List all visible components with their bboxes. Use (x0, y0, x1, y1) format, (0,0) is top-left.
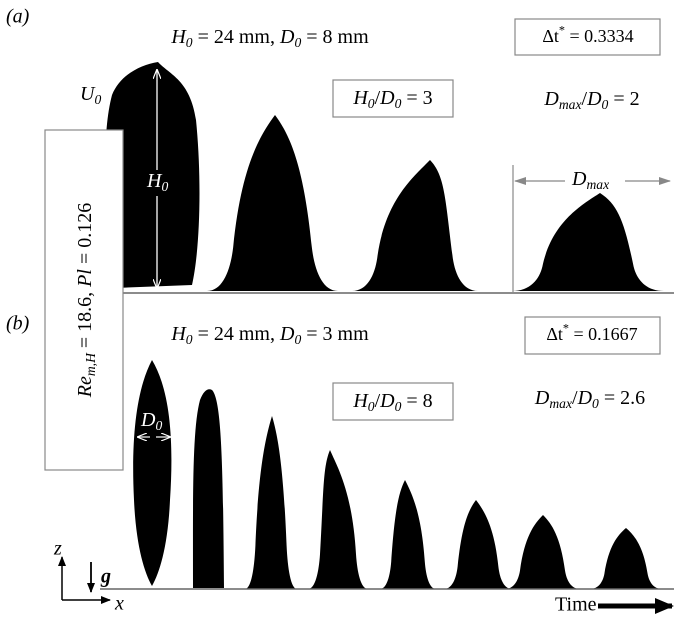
text-run: H (146, 170, 163, 192)
text-run: m,H (83, 352, 98, 376)
velocity-label: U0 (80, 83, 101, 108)
text-run: D (140, 409, 156, 431)
time-step: Δt* = 0.3334 (542, 24, 633, 47)
text-run: = 2 (608, 88, 639, 110)
text-run: H (170, 26, 187, 48)
droplet (104, 62, 200, 288)
text-run: D (279, 26, 295, 48)
ratio-box (332, 382, 454, 421)
side-box (44, 129, 124, 471)
droplet (192, 389, 224, 588)
text-run: H (352, 390, 369, 412)
text-run: 0 (602, 97, 609, 112)
text-run: D (534, 387, 550, 409)
text-run: Δt (542, 26, 559, 46)
text-run: 0 (592, 396, 599, 411)
diameter-label: D0 (140, 409, 162, 434)
text-run: 0 (94, 92, 101, 107)
text-run: 0 (294, 35, 301, 50)
z-label: z (53, 538, 62, 560)
text-run: Re (74, 376, 96, 398)
text-run: D (543, 88, 559, 110)
droplet (444, 500, 512, 589)
text-run: 0 (161, 179, 168, 194)
spread-ratio: Dmax/D0 = 2 (543, 88, 639, 113)
text-run: 0 (294, 332, 301, 347)
text-run: H (352, 87, 369, 109)
text-run: / (375, 390, 381, 412)
text-run: Pl (74, 269, 96, 288)
text-run: U (80, 83, 96, 105)
text-run: / (572, 387, 578, 409)
text-run: / (582, 88, 588, 110)
droplet (380, 480, 436, 589)
text-run: D (586, 88, 602, 110)
text-run: = 0.1667 (569, 324, 638, 344)
height-label: H0 (146, 170, 168, 195)
text-run: 0 (186, 35, 193, 50)
text-run: = 2.6 (599, 387, 645, 409)
parameters: Rem,H = 18.6, Pl = 0.126 (74, 203, 99, 398)
text-run: max (549, 396, 572, 411)
max-diameter-label: Dmax (571, 168, 609, 193)
time-step-box (514, 18, 661, 56)
text-run: D (379, 87, 395, 109)
text-run: = 0.3334 (565, 26, 634, 46)
text-run: * (559, 24, 565, 38)
spread-ratio: Dmax/D0 = 2.6 (534, 387, 645, 412)
droplet (352, 160, 478, 291)
text-run: H (170, 323, 187, 345)
text-run: = 0.126 (74, 203, 96, 269)
text-run: 0 (368, 399, 375, 414)
droplet (308, 450, 368, 589)
text-run: = 8 mm (301, 26, 369, 48)
text-run: 0 (395, 399, 402, 414)
time-arrowhead (655, 598, 674, 614)
aspect-ratio: H0/D0 = 8 (352, 390, 432, 415)
droplet (133, 360, 172, 586)
text-run: = 8 (401, 390, 432, 412)
panel-title: H0 = 24 mm, D0 = 3 mm (170, 323, 369, 348)
time-label: Time (555, 594, 597, 616)
text-run: max (586, 177, 609, 192)
text-run: = 18.6, (74, 287, 96, 353)
text-run: Δt (546, 324, 563, 344)
x-label: x (114, 593, 124, 615)
text-run: = 3 mm (301, 323, 369, 345)
droplet (207, 115, 338, 291)
text-run: max (559, 97, 582, 112)
text-run: D (379, 390, 395, 412)
panel-label: (b) (6, 313, 30, 335)
text-run: = 3 (401, 87, 432, 109)
text-run: D (571, 168, 587, 190)
text-run: = 24 mm, (193, 26, 280, 48)
time-step-box (524, 316, 661, 355)
text-run: D (577, 387, 593, 409)
panel-title: H0 = 24 mm, D0 = 8 mm (170, 26, 369, 51)
droplet-shapes (104, 62, 664, 589)
text-run: 0 (395, 96, 402, 111)
text-run: D (279, 323, 295, 345)
droplet (590, 528, 662, 589)
time-step: Δt* = 0.1667 (546, 322, 637, 345)
text-run: * (563, 322, 569, 336)
text-run: 0 (368, 96, 375, 111)
droplet (505, 515, 580, 589)
text-run: 0 (186, 332, 193, 347)
droplet (245, 416, 297, 589)
ratio-box (332, 79, 454, 118)
panel-label: (a) (6, 6, 30, 28)
droplet (512, 193, 664, 291)
gravity-label: g (100, 566, 111, 588)
text-run: / (375, 87, 381, 109)
text-run: 0 (155, 418, 162, 433)
aspect-ratio: H0/D0 = 3 (352, 87, 432, 112)
text-run: = 24 mm, (193, 323, 280, 345)
